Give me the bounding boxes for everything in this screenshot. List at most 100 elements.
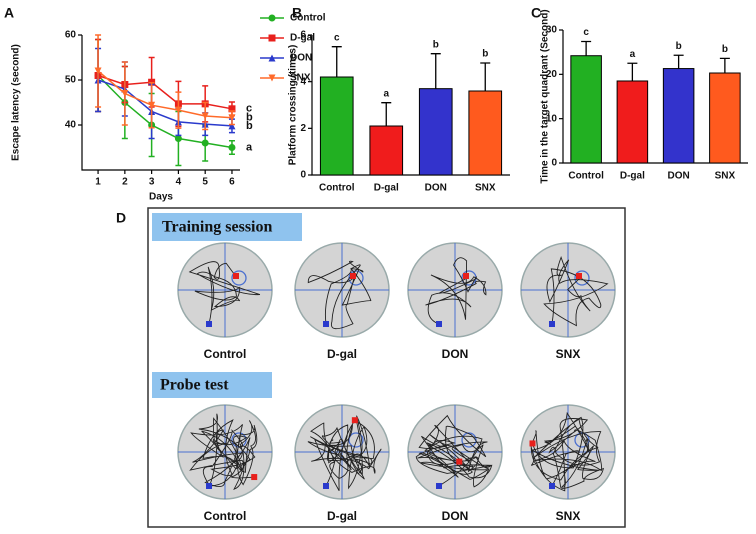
x-tick-label: 4 [176,177,182,188]
end-point [463,273,469,279]
bar [418,88,453,176]
marker [174,135,182,142]
significance-letter: a [246,141,253,153]
quadrant-lines [295,243,389,337]
y-axis-label: Platform crossing (times) [288,45,299,166]
marker [148,101,156,109]
y-tick-label: 0 [300,170,306,181]
error-bar [627,62,638,81]
legend-label: D-gal [290,33,315,44]
x-axis-label: Days [149,192,173,203]
legend-label: DON [290,53,312,64]
bar [616,80,649,164]
legend-label: Control [290,13,326,24]
marker [228,122,236,130]
section-banner [152,372,272,398]
group-label: DON [442,347,469,361]
section-title: Training session [162,219,273,236]
significance-letter: c [583,27,589,38]
significance-letter: b [482,49,488,60]
swim-path [189,413,258,490]
y-tick-label: 4 [300,76,306,87]
significance-letter: b [676,41,682,52]
end-point [251,474,258,481]
y-tick-label: 0 [551,158,557,169]
error-bar [673,54,684,69]
marker [201,139,209,147]
section-title: Probe test [160,377,229,394]
significance-letter: c [334,32,340,43]
y-tick-label: 10 [546,113,558,124]
swim-path [425,257,487,325]
y-tick-label: 60 [65,30,77,41]
significance-letter: b [433,39,439,50]
panel-letter: B [292,5,302,21]
axes [81,35,240,171]
y-axis-label: Time in the target quadrant (Second) [540,9,551,183]
error-bar [581,40,592,56]
error-bar [331,46,342,77]
start-point [323,483,329,489]
marker [268,74,276,82]
significance-letter: b [246,120,253,132]
platform [574,270,590,286]
end-point [456,458,463,465]
swim-path [188,261,261,325]
bar [468,90,503,176]
series-line [97,79,233,127]
end-point [529,440,536,447]
group-label: SNX [556,347,581,361]
bar [662,68,695,164]
marker [121,90,129,97]
marker [228,105,236,113]
significance-letter: b [722,44,728,55]
legend-label: SNX [290,73,311,84]
y-tick-label: 40 [65,120,77,131]
end-point [233,273,239,279]
start-point [323,321,329,327]
group-label: D-gal [327,509,357,523]
series-line [97,74,233,149]
swim-path [307,260,373,330]
swim-path [415,414,493,488]
y-tick-label: 2 [300,123,306,134]
section-banner [152,213,302,241]
marker [268,14,276,22]
start-point [206,321,212,327]
marker [174,106,182,114]
x-tick-label: D-gal [374,183,399,194]
panel-letter: A [4,5,14,21]
significance-letter: a [630,49,636,60]
marker [268,54,276,62]
start-point [549,483,555,489]
significance-letter: b [246,112,253,124]
series-line [97,74,233,110]
x-tick-label: SNX [715,171,736,182]
x-tick-label: 5 [202,177,208,188]
marker [268,34,276,42]
x-tick-label: 2 [122,177,128,188]
error-bar [719,57,730,74]
start-point [206,483,212,489]
swim-path [307,415,382,491]
quadrant-lines [178,243,272,337]
marker [94,67,102,75]
group-label: Control [204,509,247,523]
end-point [350,273,356,279]
start-point [436,321,442,327]
marker [228,144,236,151]
end-point [351,417,358,424]
bar [570,55,602,164]
start-point [549,321,555,327]
group-label: SNX [556,509,581,523]
y-tick-label: 20 [546,69,558,80]
marker [201,112,209,120]
group-label: DON [442,509,469,523]
bar [319,76,354,176]
swim-path [530,411,605,492]
y-tick-label: 50 [65,75,77,86]
panel-letter: D [116,210,126,226]
series-line [97,70,233,119]
x-tick-label: Control [319,183,355,194]
error-bar [430,53,441,89]
